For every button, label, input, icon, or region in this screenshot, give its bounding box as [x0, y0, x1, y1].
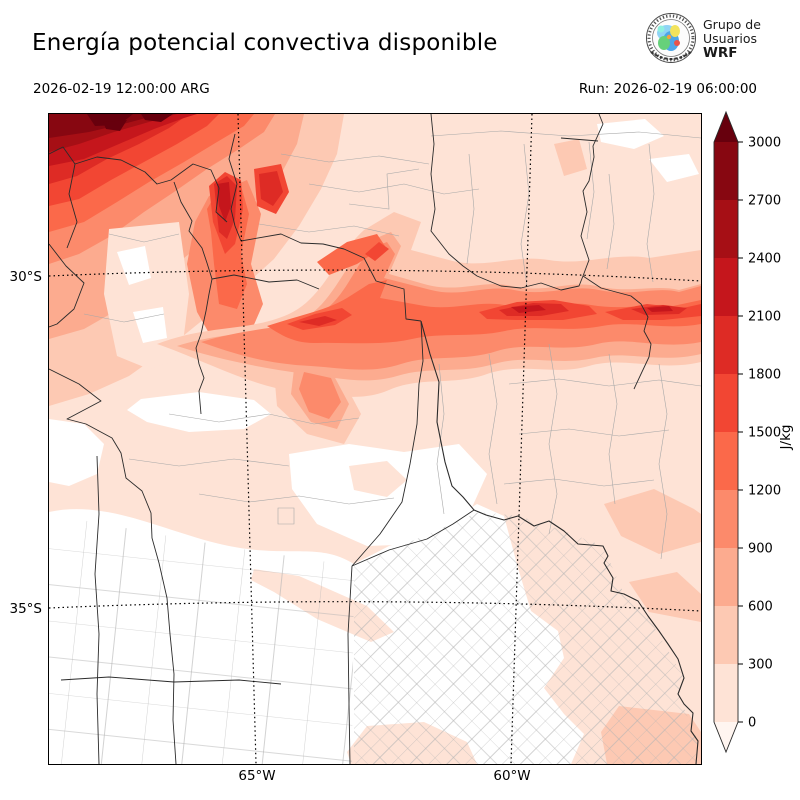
department-boundaries	[49, 130, 701, 764]
valid-time-label: 2026-02-19 12:00:00 ARG	[33, 81, 210, 97]
colorbar-tick-600: 600	[748, 600, 773, 615]
colorbar-tick-1500: 1500	[748, 426, 781, 441]
lon-label-60w: 60°W	[493, 768, 531, 784]
lat-label-30s: 30°S	[9, 269, 43, 285]
lon-label-65w: 65°W	[238, 768, 276, 784]
colorbar-tick-3000: 3000	[748, 136, 781, 151]
wrf-logo-emblem-icon	[646, 13, 696, 63]
colorbar-tickmarks	[738, 141, 743, 723]
province-boundaries	[49, 114, 699, 764]
logo-text-line2: Usuarios	[703, 31, 758, 47]
colorbar-unit-label: J/kg	[778, 425, 794, 451]
buenos-aires-mesh	[354, 512, 698, 764]
logo-text-line3: WRF	[703, 45, 738, 62]
colorbar-over-arrow	[714, 112, 738, 142]
page-title: Energía potencial convectiva disponible	[32, 30, 498, 56]
gridlines	[49, 114, 701, 764]
colorbar-tick-2400: 2400	[748, 252, 781, 267]
wrf-logo: Grupo de Usuarios WRF	[644, 12, 761, 68]
colorbar: 3000 2700 2400 2100 1800 1500 1200 900 6…	[700, 100, 800, 780]
colorbar-tick-0: 0	[748, 716, 756, 731]
colorbar-segments	[713, 110, 739, 754]
gridline-65w	[237, 114, 257, 764]
lat-label-35s: 35°S	[9, 601, 43, 617]
colorbar-tick-1800: 1800	[748, 368, 781, 383]
parana-river-and-coastline	[420, 320, 699, 764]
colorbar-tick-300: 300	[748, 658, 773, 673]
run-time-label: Run: 2026-02-19 06:00:00	[578, 81, 757, 97]
map-area	[48, 113, 702, 765]
logo-text-line1: Grupo de	[703, 17, 761, 33]
pampa-mesh	[49, 514, 354, 764]
colorbar-under-arrow	[714, 722, 738, 752]
radar-blob-art	[657, 25, 680, 51]
colorbar-tick-labels: 3000 2700 2400 2100 1800 1500 1200 900 6…	[748, 136, 781, 731]
colorbar-tick-2100: 2100	[748, 310, 781, 325]
colorbar-tick-900: 900	[748, 542, 773, 557]
colorbar-tick-1200: 1200	[748, 484, 781, 499]
gridline-60w	[510, 114, 533, 764]
colorbar-tick-2700: 2700	[748, 194, 781, 209]
